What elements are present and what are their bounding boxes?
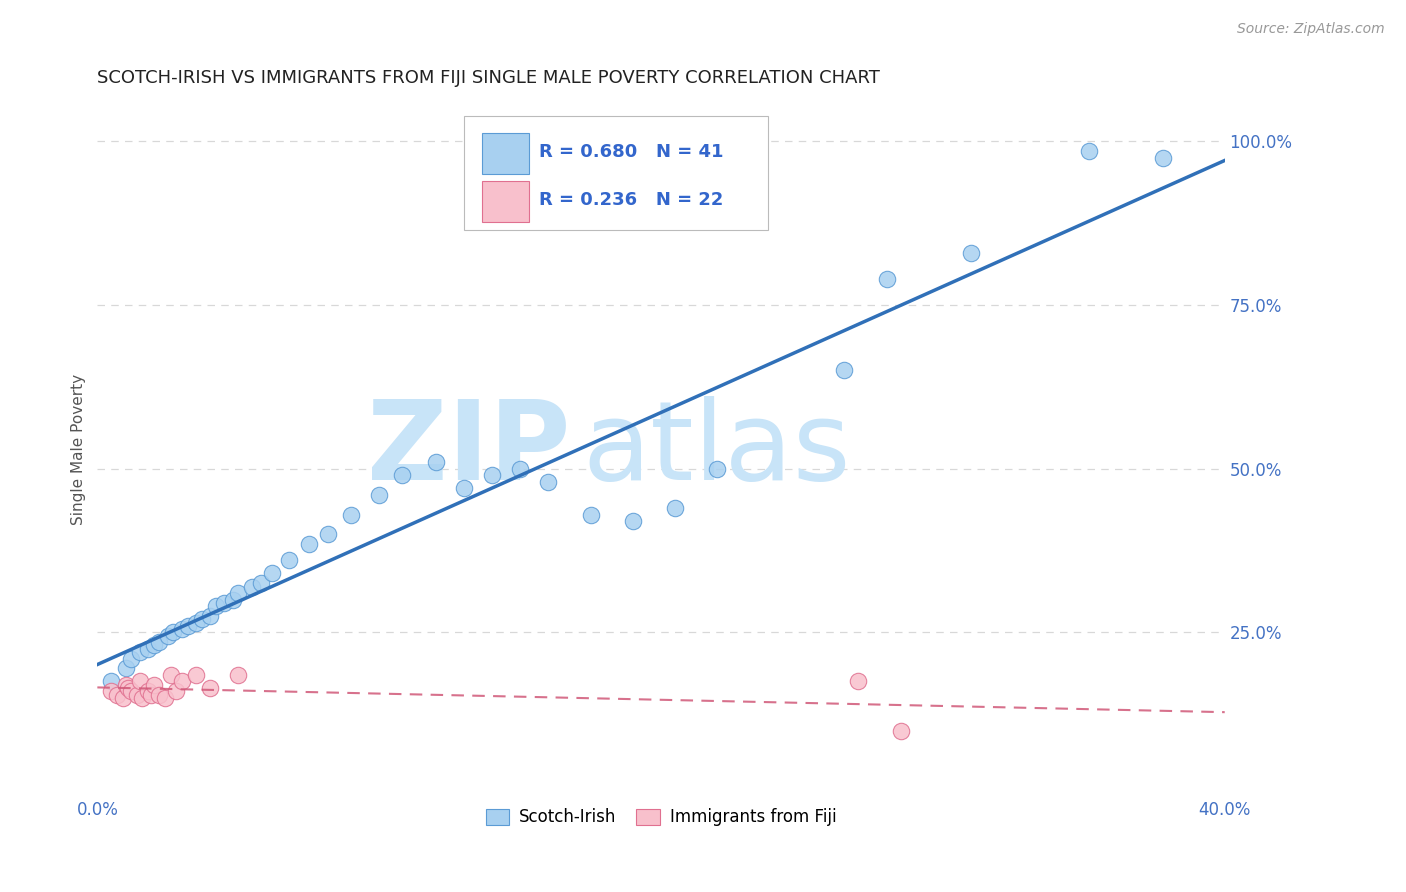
Point: [114, 661, 136, 675]
Text: SCOTCH-IRISH VS IMMIGRANTS FROM FIJI SINGLE MALE POVERTY CORRELATION CHART: SCOTCH-IRISH VS IMMIGRANTS FROM FIJI SIN…: [97, 69, 880, 87]
Point: [198, 609, 221, 624]
Point: [114, 678, 136, 692]
Point: [832, 363, 855, 377]
Point: [960, 245, 983, 260]
Point: [262, 566, 284, 581]
Point: [165, 684, 187, 698]
Point: [537, 475, 560, 489]
Point: [453, 481, 475, 495]
Point: [226, 668, 249, 682]
Point: [184, 615, 207, 630]
Point: [240, 580, 263, 594]
Point: [509, 461, 531, 475]
Point: [204, 599, 226, 614]
Point: [100, 684, 122, 698]
Point: [139, 688, 162, 702]
Point: [298, 537, 321, 551]
Point: [159, 668, 181, 682]
Point: [120, 684, 142, 698]
FancyBboxPatch shape: [464, 116, 768, 230]
Point: [425, 455, 447, 469]
Point: [170, 674, 193, 689]
Point: [1078, 144, 1101, 158]
Point: [117, 681, 139, 695]
Point: [340, 508, 363, 522]
Point: [664, 500, 686, 515]
Point: [142, 678, 165, 692]
Point: [100, 674, 122, 689]
Point: [250, 576, 273, 591]
Point: [212, 596, 235, 610]
Point: [148, 688, 170, 702]
Legend: Scotch-Irish, Immigrants from Fiji: Scotch-Irish, Immigrants from Fiji: [479, 802, 844, 833]
Text: R = 0.680   N = 41: R = 0.680 N = 41: [540, 143, 724, 161]
Point: [391, 468, 413, 483]
Point: [111, 690, 134, 705]
Point: [198, 681, 221, 695]
Text: atlas: atlas: [582, 395, 851, 502]
Point: [125, 688, 148, 702]
Point: [318, 527, 340, 541]
Point: [136, 684, 159, 698]
Point: [128, 645, 150, 659]
Point: [226, 586, 249, 600]
Text: R = 0.236   N = 22: R = 0.236 N = 22: [540, 191, 724, 209]
Point: [368, 488, 391, 502]
Point: [148, 635, 170, 649]
Point: [128, 674, 150, 689]
Point: [184, 668, 207, 682]
Point: [876, 272, 898, 286]
Point: [176, 619, 198, 633]
Point: [105, 688, 128, 702]
Point: [579, 508, 602, 522]
Point: [136, 641, 159, 656]
Point: [1152, 151, 1174, 165]
Point: [142, 639, 165, 653]
Point: [846, 674, 869, 689]
Point: [131, 690, 153, 705]
Point: [278, 553, 301, 567]
Point: [156, 629, 179, 643]
Point: [190, 612, 212, 626]
FancyBboxPatch shape: [482, 133, 529, 174]
Point: [153, 690, 176, 705]
Point: [481, 468, 503, 483]
Point: [170, 622, 193, 636]
Point: [221, 592, 243, 607]
Point: [621, 514, 644, 528]
Point: [890, 723, 912, 738]
Point: [706, 461, 728, 475]
Point: [120, 651, 142, 665]
FancyBboxPatch shape: [482, 181, 529, 222]
Y-axis label: Single Male Poverty: Single Male Poverty: [72, 374, 86, 524]
Point: [162, 625, 184, 640]
Text: Source: ZipAtlas.com: Source: ZipAtlas.com: [1237, 22, 1385, 37]
Text: ZIP: ZIP: [367, 395, 571, 502]
